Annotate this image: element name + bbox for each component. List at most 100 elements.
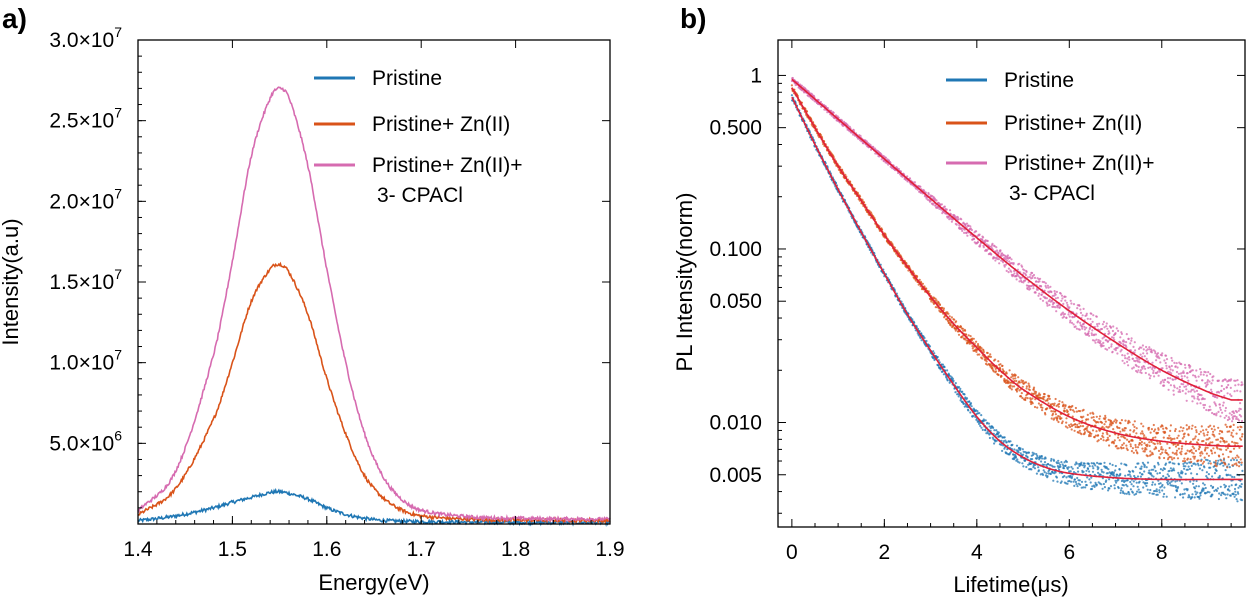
panel-b-data-point xyxy=(1174,365,1177,368)
panel-b-data-point xyxy=(1204,448,1207,451)
panel-b-data-point xyxy=(1216,462,1219,465)
panel-b-data-point xyxy=(978,233,981,236)
panel-b-data-point xyxy=(1066,467,1069,470)
panel-b-data-point xyxy=(1029,398,1032,401)
panel-b-data-point xyxy=(1068,405,1071,408)
panel-b-data-point xyxy=(1088,465,1091,468)
panel-b-data-point xyxy=(1211,411,1214,415)
panel-b-data-point xyxy=(1233,495,1236,498)
panel-b-data-point xyxy=(981,357,984,360)
panel-b-data-point xyxy=(1056,306,1059,309)
panel-b-data-point xyxy=(919,336,922,340)
panel-b-data-point xyxy=(1148,441,1151,444)
panel-a-series-lines xyxy=(137,86,611,528)
panel-b-data-point xyxy=(1213,435,1216,438)
panel-b-data-point xyxy=(1156,431,1160,434)
panel-b-data-point xyxy=(1143,365,1146,368)
panel-b-data-point xyxy=(1079,308,1082,311)
panel-b-data-point xyxy=(1187,390,1190,393)
panel-b-data-point xyxy=(1212,430,1215,433)
panel-b-data-point xyxy=(1192,395,1195,398)
panel-b-data-point xyxy=(1139,432,1142,435)
panel-b-data-point xyxy=(961,327,965,330)
panel-b-data-point xyxy=(1171,451,1174,454)
panel-b-data-point xyxy=(975,230,978,233)
panel-b-data-point xyxy=(1190,472,1193,475)
panel-b-data-point xyxy=(1137,488,1140,491)
panel-b-data-point xyxy=(1036,288,1039,291)
panel-b-data-point xyxy=(1182,371,1185,374)
panel-b-data-point xyxy=(1069,321,1072,324)
panel-b-data-point xyxy=(1195,429,1198,432)
panel-b-data-point xyxy=(1054,306,1057,309)
panel-b-data-point xyxy=(1178,385,1181,388)
panel-b-data-point xyxy=(1161,352,1164,355)
panel-b-data-point xyxy=(1148,348,1151,351)
panel-b-data-point xyxy=(1160,380,1163,383)
panel-b-data-point xyxy=(1061,297,1064,300)
panel-b-data-point xyxy=(1119,422,1122,425)
panel-b-data-point xyxy=(942,373,946,376)
panel-b-data-point xyxy=(1083,462,1086,465)
panel-b-data-point xyxy=(1175,362,1178,365)
panel-b-data-point xyxy=(1054,471,1057,474)
panel-b-data-point xyxy=(1219,408,1222,411)
panel-b-data-point xyxy=(1028,275,1031,279)
panel-b-data-point xyxy=(1078,422,1081,425)
panel-b-data-point xyxy=(979,243,982,247)
panel-b-data-point xyxy=(1218,403,1221,406)
panel-b-data-point xyxy=(1235,462,1238,465)
panel-b-data-point xyxy=(1108,332,1111,335)
panel-b-data-point xyxy=(1159,453,1162,456)
panel-b-data-point xyxy=(1183,492,1186,495)
panel-b-data-point xyxy=(1025,465,1028,469)
panel-b-data-point xyxy=(1175,449,1179,452)
panel-b-data-point xyxy=(1007,267,1011,270)
panel-b-data-point xyxy=(1202,487,1205,490)
panel-b-data-point xyxy=(1134,446,1137,449)
panel-b-data-point xyxy=(817,98,820,102)
legend-a-label-cpacl: Pristine+ Zn(II)+ 3- CPACl xyxy=(372,154,523,207)
panel-b-data-point xyxy=(1218,474,1221,478)
panel-b-data-point xyxy=(1021,396,1024,400)
panel-b-data-point xyxy=(1022,379,1025,383)
panel-b-data-point xyxy=(1215,465,1218,468)
panel-b-data-point xyxy=(978,353,981,356)
panel-b-data-point xyxy=(918,278,921,281)
panel-b-data-point xyxy=(1161,483,1164,487)
panel-b-data-point xyxy=(1152,369,1155,372)
panel-b-data-point xyxy=(1088,334,1091,337)
panel-b-data-point xyxy=(1149,431,1152,434)
panel-b-data-point xyxy=(1220,494,1223,497)
panel-b-data-point xyxy=(1055,476,1058,479)
panel-b-data-point xyxy=(1233,476,1236,479)
panel-b-data-point xyxy=(1189,458,1192,461)
panel-b-data-point xyxy=(1140,346,1143,349)
panel-b-data-point xyxy=(1158,357,1161,360)
panel-b-data-point xyxy=(1205,475,1208,478)
panel-b-data-point xyxy=(1226,493,1229,496)
panel-b-data-point xyxy=(1079,410,1082,413)
panel-b-data-point xyxy=(1071,409,1075,412)
panel-b-data-point xyxy=(1005,441,1008,444)
panel-b-data-point xyxy=(1085,418,1088,421)
panel-b-data-point xyxy=(1087,462,1090,466)
panel-b-data-point xyxy=(908,177,912,180)
panel-b-data-point xyxy=(1080,325,1084,328)
panel-b-data-point xyxy=(1111,422,1114,425)
panel-b-data-point xyxy=(1087,418,1090,421)
panel-a-x-axis: 1.4 1.5 1.6 1.7 1.8 1.9 xyxy=(123,40,625,561)
panel-b-data-point xyxy=(1125,492,1128,495)
panel-b-data-point xyxy=(1200,463,1203,467)
panel-b-data-point xyxy=(1126,360,1129,363)
panel-b-data-point xyxy=(1037,466,1040,469)
panel-b-data-point xyxy=(1182,465,1185,468)
panel-b-data-point xyxy=(1181,471,1184,474)
panel-b-data-point xyxy=(1025,451,1028,454)
panel-b-data-point xyxy=(1162,381,1165,384)
panel-b-data-point xyxy=(1193,455,1197,458)
panel-b-data-point xyxy=(1084,480,1087,483)
panel-b-data-point xyxy=(1019,447,1022,450)
panel-b-data-point xyxy=(1015,444,1019,447)
